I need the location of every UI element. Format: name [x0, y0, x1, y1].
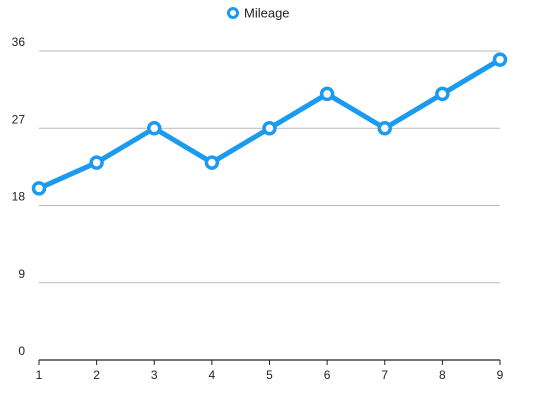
legend: Mileage [227, 6, 290, 21]
x-tick-label-2: 2 [93, 368, 100, 382]
y-tick-label-18: 18 [12, 190, 26, 204]
y-tick-label-27: 27 [12, 112, 26, 126]
x-tick-label-4: 4 [209, 368, 216, 382]
legend-marker-mileage [227, 7, 239, 19]
x-tick-label-9: 9 [497, 368, 504, 382]
data-point-7 [377, 121, 392, 136]
data-point-5 [262, 121, 277, 136]
data-point-2 [89, 155, 104, 170]
data-point-8 [435, 86, 450, 102]
data-point-1 [31, 181, 47, 196]
series-mileage [31, 52, 508, 196]
data-point-9 [492, 52, 508, 67]
x-axis: 1 2 3 4 5 6 7 8 9 [36, 360, 504, 382]
legend-label-mileage: Mileage [244, 6, 290, 21]
data-point-6 [319, 86, 335, 102]
x-tick-label-3: 3 [151, 368, 158, 382]
x-tick-label-5: 5 [266, 368, 273, 382]
x-tick-label-1: 1 [36, 368, 43, 382]
x-tick-label-8: 8 [439, 368, 446, 382]
y-tick-label-36: 36 [12, 35, 26, 49]
data-point-3 [147, 121, 162, 136]
y-tick-label-0: 0 [18, 344, 25, 358]
y-tick-label-9: 9 [18, 267, 25, 281]
x-tick-label-7: 7 [381, 368, 388, 382]
x-tick-label-6: 6 [324, 368, 331, 382]
gridlines [39, 50, 500, 361]
data-point-4 [204, 155, 220, 170]
y-axis: 0 9 18 27 36 [12, 35, 26, 358]
